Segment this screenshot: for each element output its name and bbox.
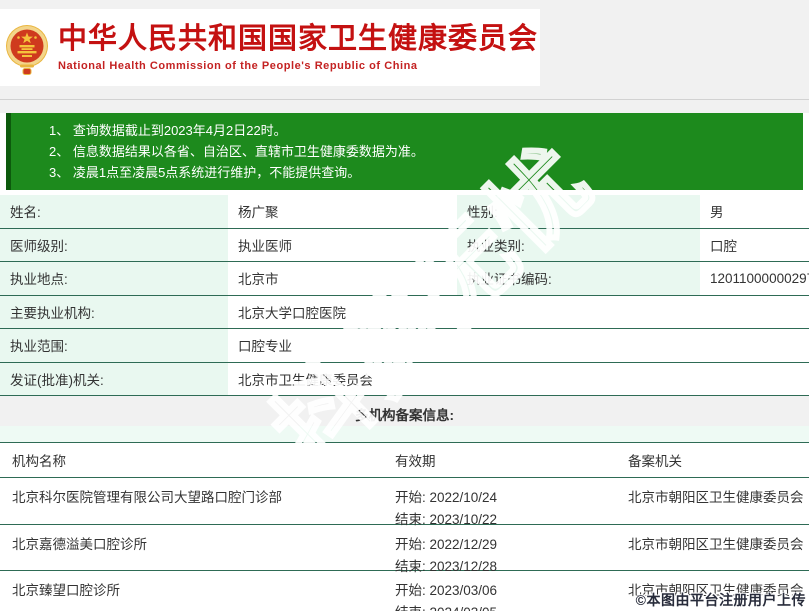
field-label-certificate-number: 执业证书编码: [457,262,700,295]
table-row: 医师级别: 执业医师 执业类别: 口腔 [0,228,809,262]
org-authority: 北京市朝阳区卫生健康委员会 [628,536,804,552]
org-name: 北京科尔医院管理有限公司大望路口腔门诊部 [12,490,282,505]
table-row: 姓名: 杨广聚 性别: 男 [0,195,809,229]
field-value-name: 杨广聚 [228,195,457,228]
validity-end: 结束: 2024/03/05 [395,602,616,611]
field-value-gender: 男 [700,195,809,228]
field-value-doctor-level: 执业医师 [228,228,457,261]
table-row: 执业范围: 口腔专业 [0,329,809,363]
site-title-chinese: 中华人民共和国国家卫生健康委员会 [58,23,539,56]
field-value-practice-location: 北京市 [228,262,457,295]
header-logo-panel: 中华人民共和国国家卫生健康委员会 National Health Commiss… [0,9,540,86]
org-validity: 开始: 2022/12/29 结束: 2023/12/28 [383,525,616,574]
page-header: 中华人民共和国国家卫生健康委员会 National Health Commiss… [0,0,809,113]
table-row: 主要执业机构: 北京大学口腔医院 [0,295,809,329]
org-validity: 开始: 2022/10/24 结束: 2023/10/22 [383,478,616,527]
validity-start: 开始: 2022/12/29 [395,536,498,552]
multi-org-table: 机构名称 有效期 备案机关 北京科尔医院管理有限公司大望路口腔门诊部 开始: 2… [0,443,809,611]
site-title-english: National Health Commission of the People… [58,59,418,72]
table-row: 北京科尔医院管理有限公司大望路口腔门诊部 开始: 2022/10/24 结束: … [0,478,809,527]
field-label-main-institution: 主要执业机构: [0,295,228,328]
prc-national-emblem-icon [6,24,48,75]
notice-item: 2、 信息数据结果以各省、自治区、直辖市卫生健康委数据为准。 [49,144,424,159]
field-value-certificate-number: 120110000002975 [700,262,809,295]
field-label-gender: 性别: [457,195,700,228]
org-authority: 北京市朝阳区卫生健康委员会 [628,490,804,505]
doctor-profile-table: 姓名: 杨广聚 性别: 男 医师级别: 执业医师 执业类别: 口腔 执业地点: … [0,195,809,396]
table-row: 北京臻望口腔诊所 开始: 2023/03/06 结束: 2024/03/05 北… [0,571,809,611]
org-name: 北京臻望口腔诊所 [12,583,120,598]
field-label-practice-category: 执业类别: [457,228,700,261]
field-label-practice-scope: 执业范围: [0,329,228,362]
field-value-main-institution: 北京大学口腔医院 [228,295,809,328]
org-name: 北京嘉德溢美口腔诊所 [12,536,147,552]
validity-end: 结束: 2023/10/22 [395,512,498,527]
notice-item: 1、 查询数据截止到2023年4月2日22时。 [49,123,287,138]
notice-item: 3、 凌晨1点至凌晨5点系统进行维护，不能提供查询。 [49,165,361,180]
table-row: 北京嘉德溢美口腔诊所 开始: 2022/12/29 结束: 2023/12/28… [0,524,809,574]
header-titles: 中华人民共和国国家卫生健康委员会 National Health Commiss… [58,23,538,71]
multi-org-header-row: 机构名称 有效期 备案机关 [0,443,809,478]
field-value-practice-category: 口腔 [700,228,809,261]
field-value-issuing-authority: 北京市卫生健康委员会 [228,362,809,395]
table-row: 执业地点: 北京市 执业证书编码: 120110000002975 [0,262,809,296]
column-header-org-name: 机构名称 [12,454,66,469]
multi-org-section-title: 多机构备案信息: [355,408,454,423]
org-validity: 开始: 2023/03/06 结束: 2024/03/05 [383,571,616,611]
section-mint-strip [0,426,809,442]
query-notice-box: 1、 查询数据截止到2023年4月2日22时。 2、 信息数据结果以各省、自治区… [6,113,803,190]
field-label-practice-location: 执业地点: [0,262,228,295]
column-header-validity: 有效期 [395,454,436,469]
column-header-authority: 备案机关 [628,454,682,469]
footer-upload-watermark: ©本图由平台注册用户上传 [635,592,806,608]
validity-start: 开始: 2023/03/06 [395,583,498,598]
validity-end: 结束: 2023/12/28 [395,558,498,574]
field-value-practice-scope: 口腔专业 [228,329,809,362]
validity-start: 开始: 2022/10/24 [395,490,498,505]
header-divider [0,99,809,100]
table-row: 发证(批准)机关: 北京市卫生健康委员会 [0,362,809,396]
multi-org-section-band: 多机构备案信息: [0,396,809,443]
org-authority: 北京市朝阳区卫生健康委员会 [628,583,804,598]
field-label-name: 姓名: [0,195,228,228]
field-label-doctor-level: 医师级别: [0,228,228,261]
field-label-issuing-authority: 发证(批准)机关: [0,362,228,395]
